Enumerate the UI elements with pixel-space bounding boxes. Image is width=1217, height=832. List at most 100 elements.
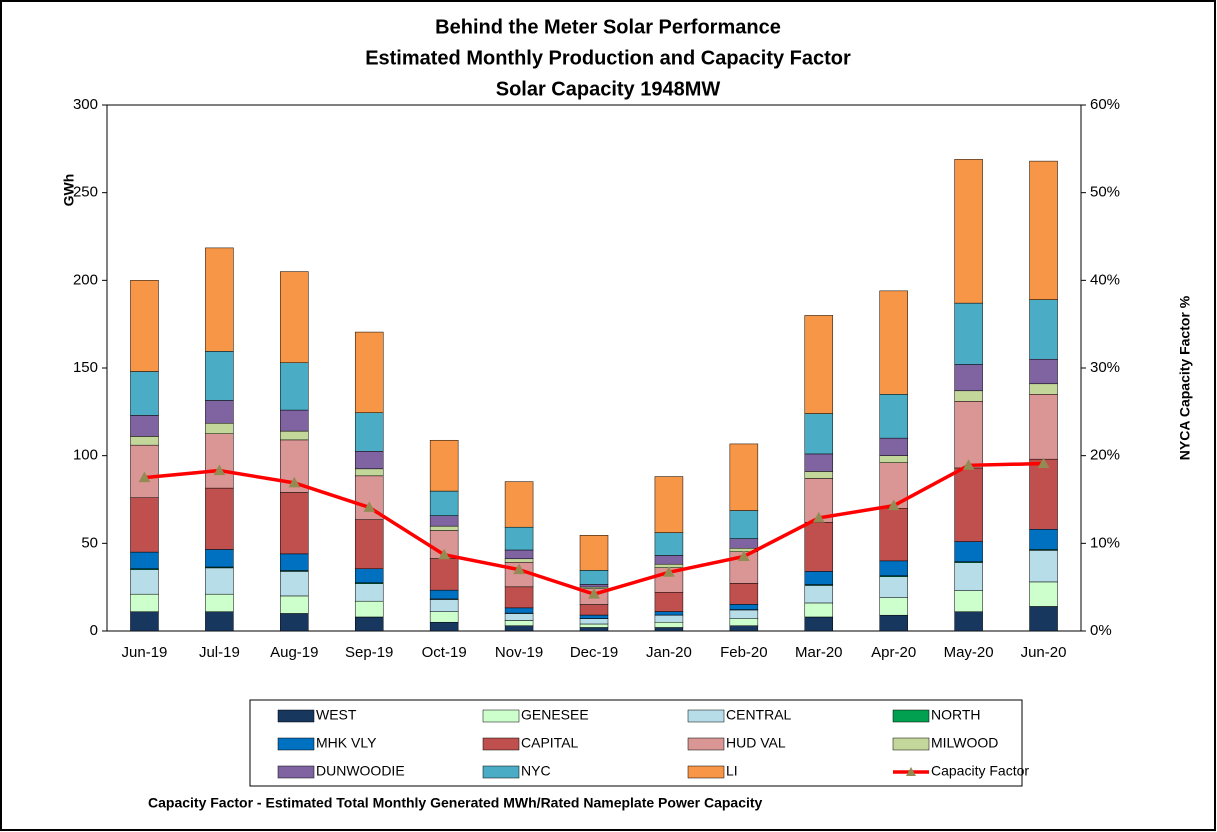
line-marker xyxy=(513,563,525,575)
line-marker xyxy=(737,550,750,561)
bar-segment xyxy=(205,422,234,435)
bar-segment xyxy=(879,394,908,439)
bar-segment xyxy=(429,515,459,527)
y-tick-label: 200 xyxy=(73,271,98,288)
bar-segment xyxy=(429,490,459,516)
bar-segment xyxy=(130,436,159,446)
line-marker xyxy=(363,501,376,512)
bar-segment xyxy=(954,401,983,469)
legend-swatch xyxy=(482,737,520,751)
line-marker xyxy=(288,476,301,488)
bar-segment xyxy=(205,433,234,489)
y2-tick-label: 50% xyxy=(1090,184,1120,201)
bar-segment xyxy=(654,621,684,628)
bar-segment xyxy=(954,541,983,562)
bar-segment xyxy=(205,487,234,550)
bar-segment xyxy=(729,443,759,511)
bar-segment xyxy=(130,497,159,553)
legend-swatch xyxy=(277,737,315,751)
bar-segment xyxy=(804,413,834,455)
bar-segment xyxy=(130,415,159,437)
bar-segment xyxy=(1029,394,1058,460)
bar-segment xyxy=(1029,383,1058,395)
bar-segment xyxy=(205,247,234,352)
bar-segment xyxy=(804,453,834,472)
bar-segment xyxy=(879,437,908,456)
bar-segment xyxy=(354,468,384,477)
bar-segment xyxy=(1029,581,1058,607)
bar-segment xyxy=(354,412,384,452)
legend-label: MILWOOD xyxy=(931,735,998,751)
chart-title: Estimated Monthly Production and Capacit… xyxy=(365,47,851,69)
bar-segment xyxy=(804,522,834,572)
legend-label: NORTH xyxy=(931,707,981,723)
bar-segment xyxy=(654,627,684,632)
bar-segment xyxy=(954,467,983,542)
bar-segment xyxy=(504,481,534,528)
bar-segment xyxy=(579,618,609,625)
bar-segment xyxy=(504,558,534,563)
legend-label: CAPITAL xyxy=(521,735,579,751)
bar-segment xyxy=(205,567,234,595)
y-tick-label: 250 xyxy=(73,184,98,201)
bar-segment xyxy=(280,362,309,411)
y2-tick-label: 40% xyxy=(1090,271,1120,288)
bar-segment xyxy=(130,551,159,570)
bar-segment xyxy=(354,616,384,632)
x-tick-label: Jun-19 xyxy=(122,644,168,661)
bar-segment xyxy=(879,508,908,562)
bar-segment xyxy=(729,510,759,539)
bar-segment xyxy=(504,620,534,626)
bar-segment xyxy=(879,560,908,577)
bar-segment xyxy=(879,455,908,463)
legend-swatch xyxy=(687,765,725,779)
bar-segment xyxy=(1029,358,1058,385)
bar-segment xyxy=(804,602,834,618)
bar-segment xyxy=(429,558,459,591)
bar-segment xyxy=(879,614,908,632)
y2-tick-label: 30% xyxy=(1090,359,1120,376)
legend-label: HUD VAL xyxy=(726,735,786,751)
bar-segment xyxy=(654,532,684,556)
bar-segment xyxy=(729,618,759,626)
bar-segment xyxy=(1029,606,1058,632)
bar-segment xyxy=(804,471,834,479)
y-tick-label: 300 xyxy=(73,96,98,113)
line-marker xyxy=(213,464,226,476)
x-tick-label: Nov-19 xyxy=(495,644,543,661)
line-marker xyxy=(138,471,151,483)
y2-axis-label: NYCA Capacity Factor % xyxy=(1177,295,1193,460)
y-tick-label: 0 xyxy=(90,622,98,639)
y-tick-label: 100 xyxy=(73,447,98,464)
bar-segment xyxy=(654,611,684,616)
chart-title: Solar Capacity 1948MW xyxy=(496,78,721,100)
bar-segment xyxy=(429,439,459,492)
bar-segment xyxy=(429,621,459,632)
bar-segment xyxy=(130,593,159,612)
y2-tick-label: 60% xyxy=(1090,96,1120,113)
bar-segment xyxy=(1029,550,1058,583)
bar-segment xyxy=(954,562,983,591)
bar-segment xyxy=(280,595,309,614)
bar-segment xyxy=(954,364,983,392)
y2-tick-label: 20% xyxy=(1090,447,1120,464)
legend-marker xyxy=(906,767,916,776)
x-tick-label: Oct-19 xyxy=(422,644,467,661)
bar-segment xyxy=(804,616,834,632)
bar-segment xyxy=(354,568,384,584)
y-tick-label: 50 xyxy=(81,534,98,551)
bar-segment xyxy=(654,592,684,612)
bar-segment xyxy=(879,597,908,616)
bar-segment xyxy=(729,604,759,610)
bar-segment xyxy=(130,280,159,372)
bar-segment xyxy=(954,590,983,612)
bar-segment xyxy=(654,476,684,533)
bar-segment xyxy=(354,451,384,470)
bar-segment xyxy=(205,549,234,568)
x-tick-label: Jan-20 xyxy=(646,644,692,661)
bar-segment xyxy=(429,611,459,623)
bar-segment xyxy=(504,613,534,621)
bar-segment xyxy=(879,290,908,395)
